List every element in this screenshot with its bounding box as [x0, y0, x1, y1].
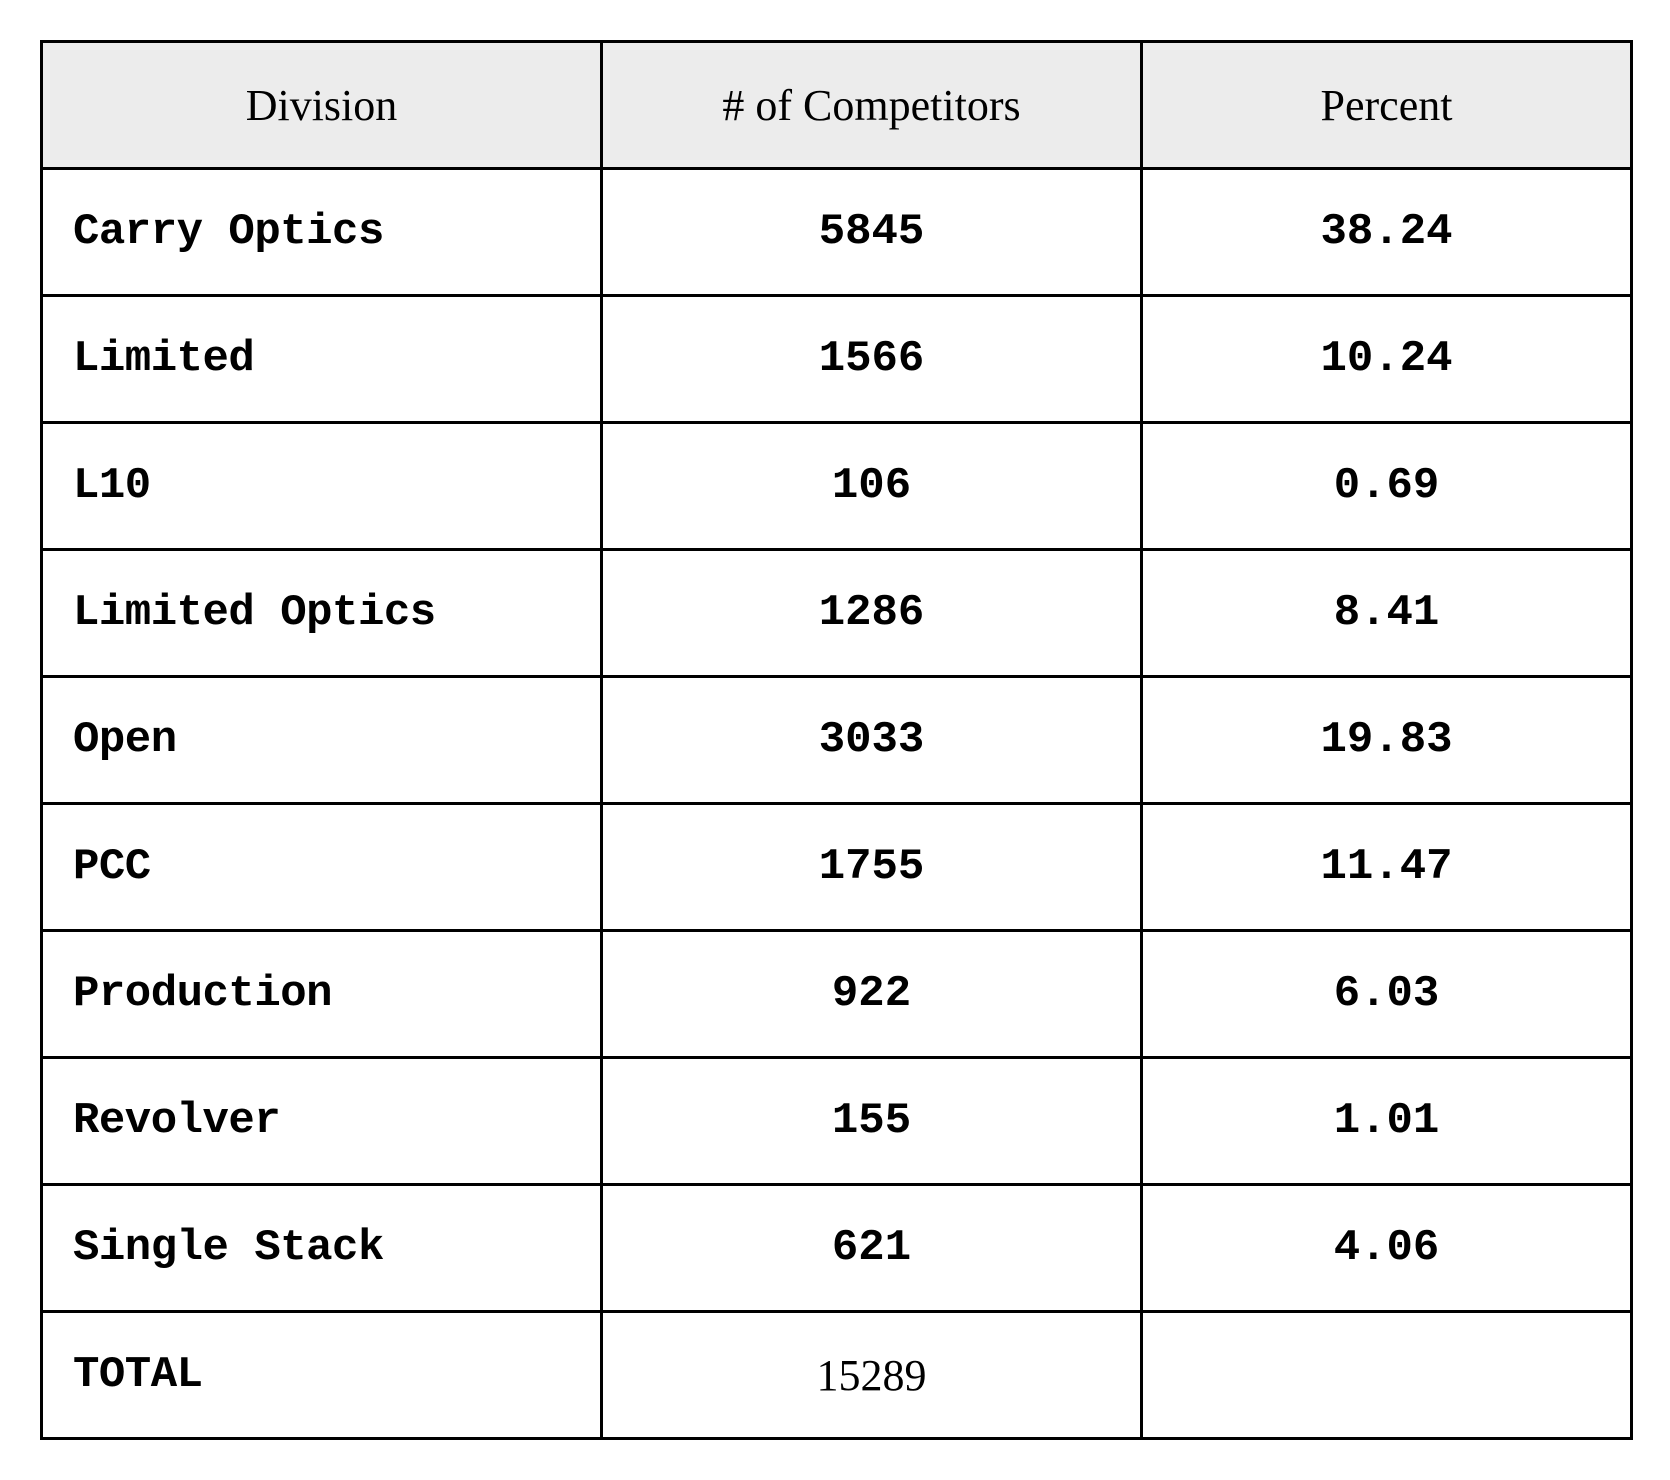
division-cell: Carry Optics	[42, 169, 602, 296]
percent-cell: 8.41	[1142, 550, 1632, 677]
division-cell: Production	[42, 931, 602, 1058]
competitors-cell: 922	[602, 931, 1142, 1058]
total-competitors-cell: 15289	[602, 1312, 1142, 1439]
table-row: Revolver 155 1.01	[42, 1058, 1632, 1185]
percent-cell: 0.69	[1142, 423, 1632, 550]
col-header-competitors: # of Competitors	[602, 42, 1142, 169]
table-row: Production 922 6.03	[42, 931, 1632, 1058]
total-label-cell: TOTAL	[42, 1312, 602, 1439]
table-header-row: Division # of Competitors Percent	[42, 42, 1632, 169]
division-cell: L10	[42, 423, 602, 550]
percent-cell: 38.24	[1142, 169, 1632, 296]
table-row: PCC 1755 11.47	[42, 804, 1632, 931]
competitors-cell: 1286	[602, 550, 1142, 677]
table-row: Carry Optics 5845 38.24	[42, 169, 1632, 296]
percent-cell: 6.03	[1142, 931, 1632, 1058]
table-row: Open 3033 19.83	[42, 677, 1632, 804]
col-header-division: Division	[42, 42, 602, 169]
division-cell: Limited	[42, 296, 602, 423]
division-cell: Limited Optics	[42, 550, 602, 677]
competitors-cell: 155	[602, 1058, 1142, 1185]
table-row: L10 106 0.69	[42, 423, 1632, 550]
competitors-cell: 3033	[602, 677, 1142, 804]
division-cell: Open	[42, 677, 602, 804]
competitors-cell: 1755	[602, 804, 1142, 931]
table-row: Limited Optics 1286 8.41	[42, 550, 1632, 677]
percent-cell: 11.47	[1142, 804, 1632, 931]
division-cell: PCC	[42, 804, 602, 931]
competitors-cell: 5845	[602, 169, 1142, 296]
percent-cell: 1.01	[1142, 1058, 1632, 1185]
col-header-percent: Percent	[1142, 42, 1632, 169]
division-cell: Single Stack	[42, 1185, 602, 1312]
competitors-cell: 621	[602, 1185, 1142, 1312]
competitors-table: Division # of Competitors Percent Carry …	[40, 40, 1633, 1440]
table-row: Limited 1566 10.24	[42, 296, 1632, 423]
total-percent-cell	[1142, 1312, 1632, 1439]
table-row: Single Stack 621 4.06	[42, 1185, 1632, 1312]
division-cell: Revolver	[42, 1058, 602, 1185]
percent-cell: 19.83	[1142, 677, 1632, 804]
competitors-cell: 1566	[602, 296, 1142, 423]
competitors-cell: 106	[602, 423, 1142, 550]
percent-cell: 4.06	[1142, 1185, 1632, 1312]
percent-cell: 10.24	[1142, 296, 1632, 423]
table-total-row: TOTAL 15289	[42, 1312, 1632, 1439]
